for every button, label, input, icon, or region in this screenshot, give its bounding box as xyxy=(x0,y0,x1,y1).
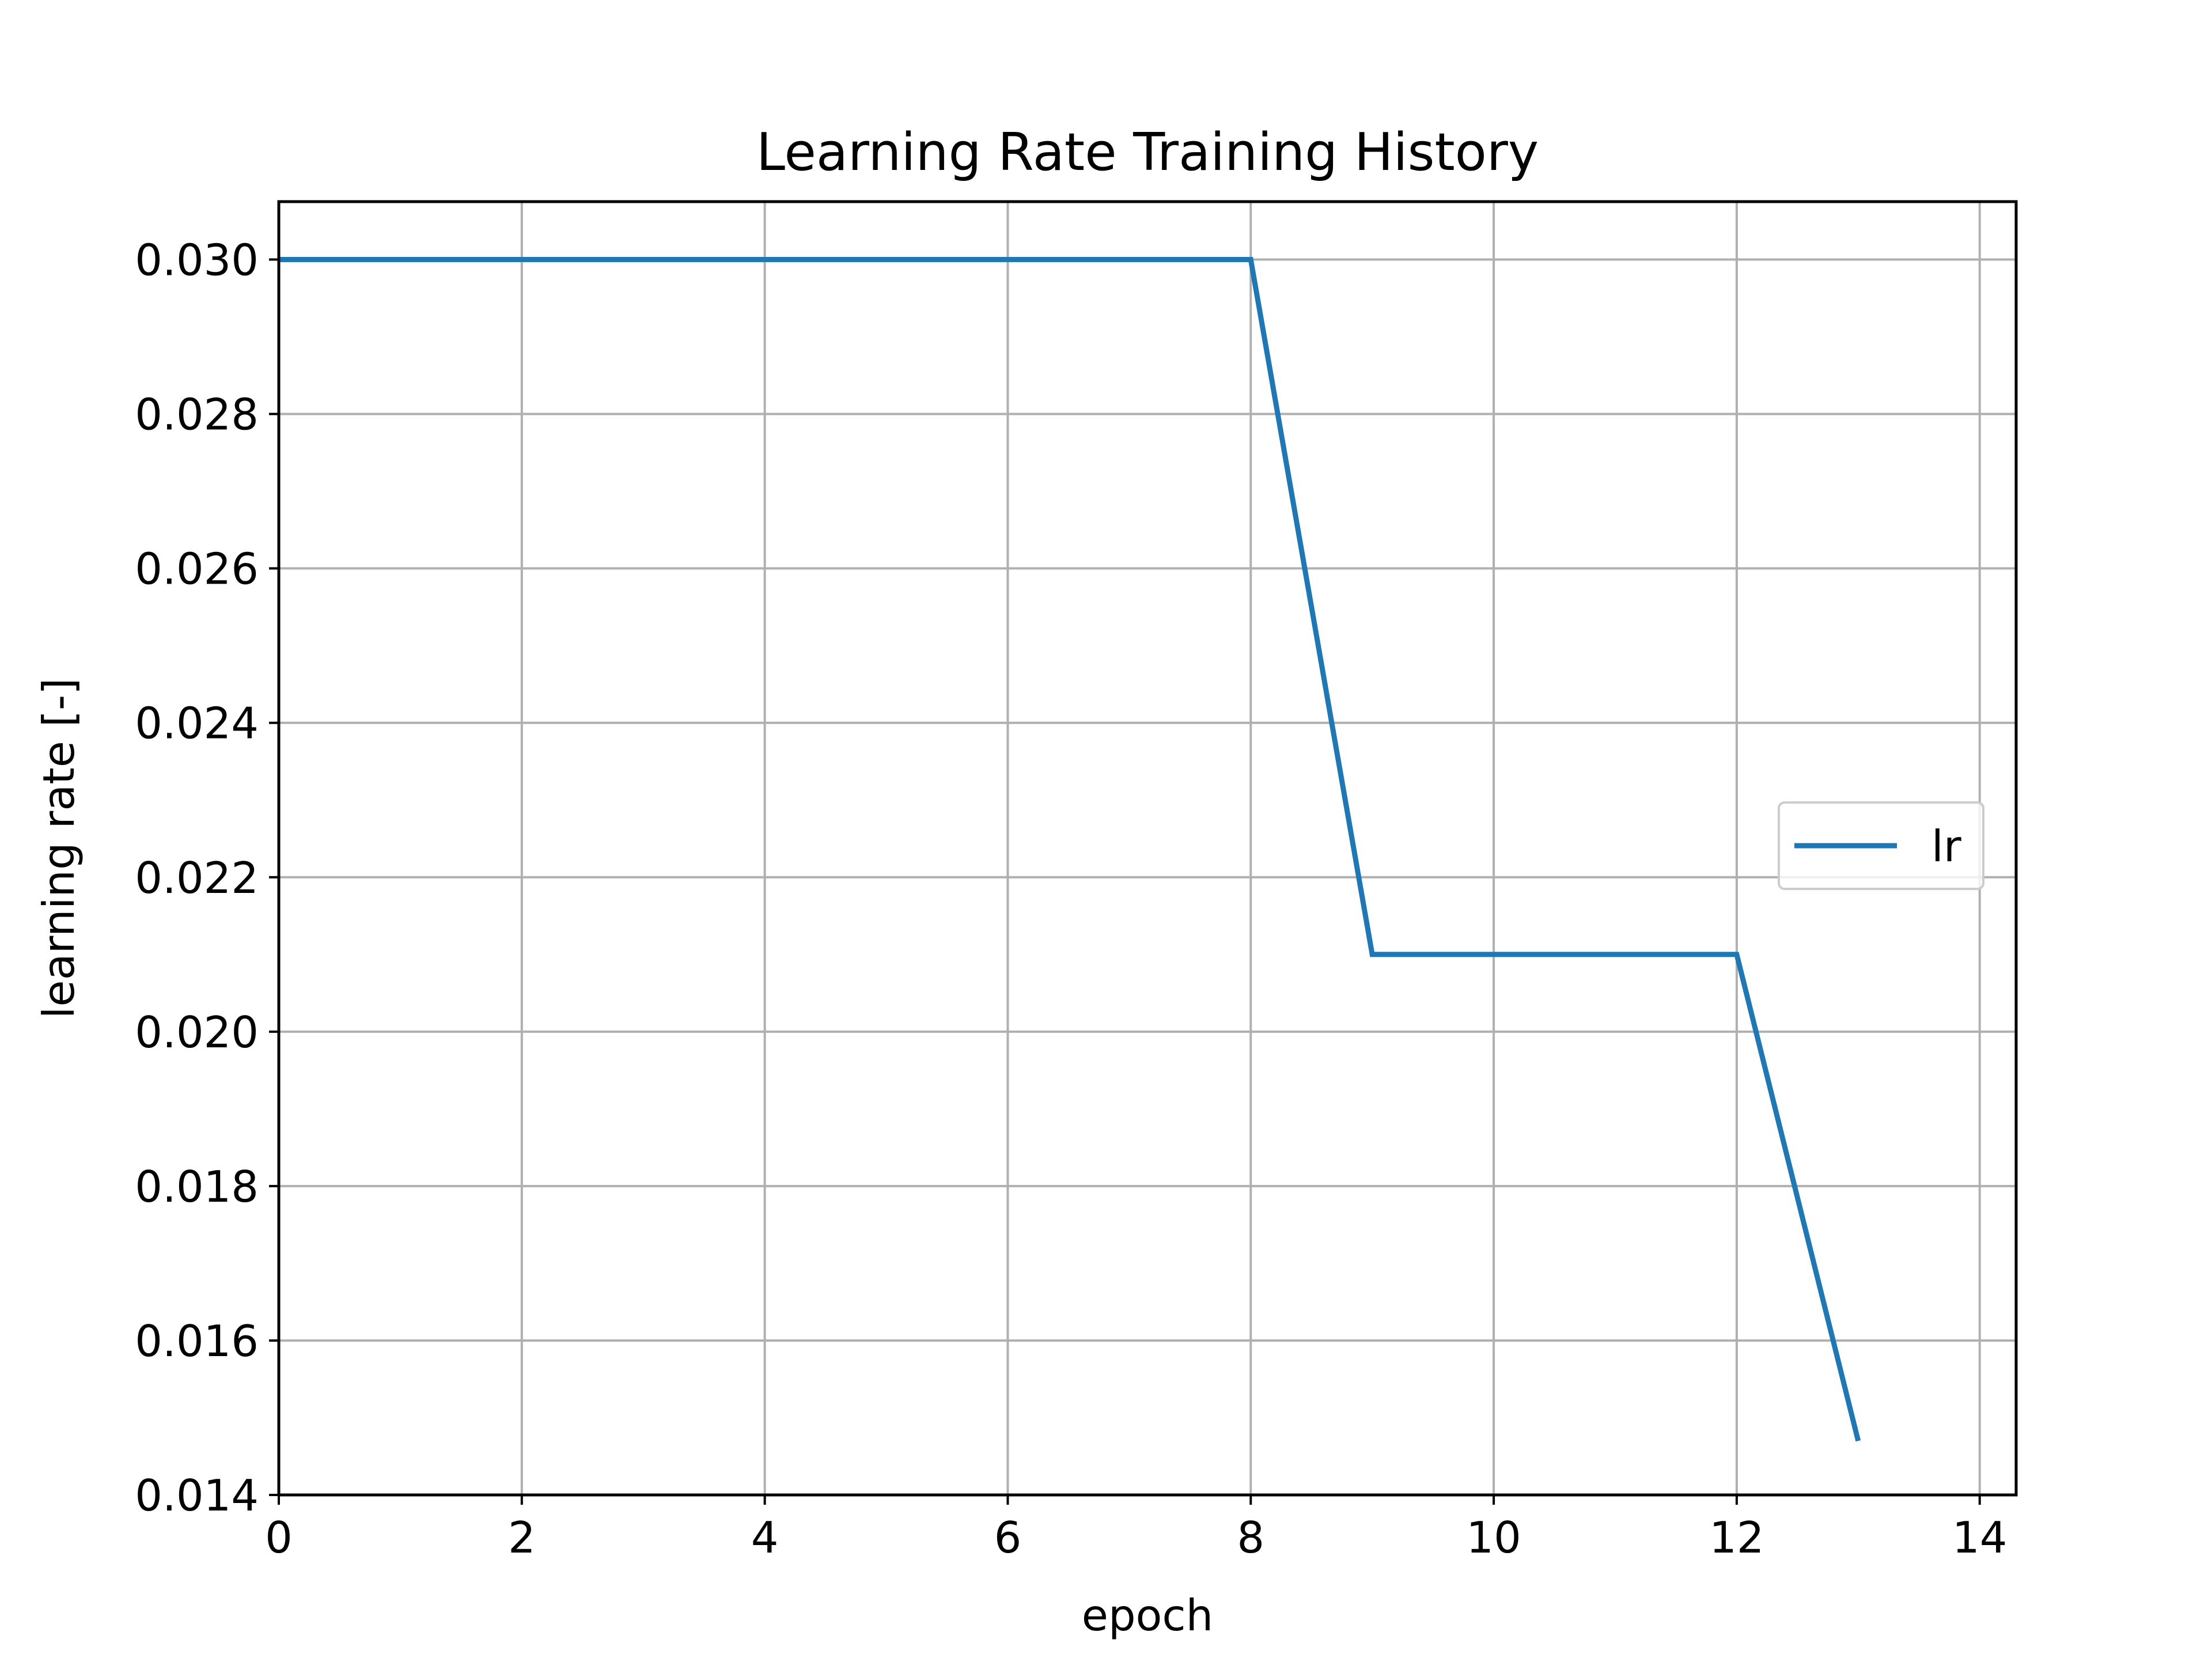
x-tick-label: 8 xyxy=(1237,1512,1264,1563)
chart-title: Learning Rate Training History xyxy=(756,122,1539,183)
legend-label-lr: lr xyxy=(1931,821,1961,872)
x-tick-label: 2 xyxy=(508,1512,536,1563)
x-tick-label: 14 xyxy=(1952,1512,2007,1563)
series-lines xyxy=(279,257,1861,1442)
x-tick-label: 4 xyxy=(751,1512,779,1563)
y-tick-label: 0.030 xyxy=(135,235,259,286)
x-tick-label: 10 xyxy=(1466,1512,1521,1563)
y-tick-label: 0.024 xyxy=(135,698,259,749)
y-tick-label: 0.022 xyxy=(135,853,259,903)
x-tick-label: 0 xyxy=(265,1512,293,1563)
plot-frame xyxy=(277,200,2018,1497)
x-tick-label: 12 xyxy=(1709,1512,1764,1563)
legend: lr xyxy=(1778,801,1984,890)
y-axis-title: learning rate [-] xyxy=(33,678,84,1019)
y-tick-label: 0.028 xyxy=(135,389,259,440)
y-tick-label: 0.026 xyxy=(135,544,259,595)
series-line-lr xyxy=(279,257,1861,1442)
axis-ticks: 0 2 4 6 8 10 12 14 0.014 0.016 0.018 0.020 0.022 0.02… xyxy=(135,235,2007,1563)
y-tick-label: 0.016 xyxy=(135,1316,259,1366)
y-tick-label: 0.018 xyxy=(135,1161,259,1212)
y-tick-label: 0.020 xyxy=(135,1007,259,1058)
y-tick-label: 0.014 xyxy=(135,1470,259,1521)
x-axis-title: epoch xyxy=(1082,1590,1213,1641)
x-tick-label: 6 xyxy=(994,1512,1022,1563)
